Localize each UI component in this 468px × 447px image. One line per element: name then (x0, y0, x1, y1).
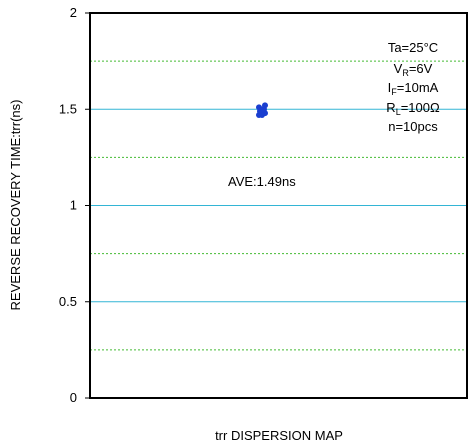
y-tick-label: 1 (70, 198, 77, 213)
condition-ta: Ta=25°C (388, 40, 438, 55)
y-tick-label: 2 (70, 5, 77, 20)
x-axis-label: trr DISPERSION MAP (215, 428, 343, 443)
measurement-conditions: Ta=25°C VR=6V IF=10mA RL=100Ω n=10pcs (386, 40, 440, 134)
grid-lines (90, 60, 467, 351)
average-annotation: AVE:1.49ns (228, 174, 296, 189)
y-axis-label: REVERSE RECOVERY TIME:trr(ns) (8, 100, 23, 311)
condition-if: IF=10mA (388, 80, 439, 97)
condition-vr: VR=6V (394, 61, 433, 78)
data-point (259, 112, 265, 119)
condition-rl-sub: L (396, 107, 401, 117)
condition-if-value: =10mA (397, 80, 439, 95)
y-tick-label: 0.5 (59, 294, 77, 309)
data-point (260, 106, 266, 113)
condition-if-main: I (388, 80, 392, 95)
condition-n: n=10pcs (388, 119, 438, 134)
y-tick-label: 0 (70, 390, 77, 405)
condition-vr-main: V (394, 61, 403, 76)
condition-vr-sub: R (402, 68, 409, 78)
y-tick-labels: 0 0.5 1 1.5 2 (59, 5, 90, 405)
condition-vr-value: =6V (409, 61, 433, 76)
y-tick-label: 1.5 (59, 101, 77, 116)
condition-if-sub: F (391, 87, 397, 97)
condition-rl-value: =100Ω (401, 100, 440, 115)
data-points (256, 102, 268, 119)
condition-rl-main: R (386, 100, 395, 115)
condition-rl: RL=100Ω (386, 100, 440, 117)
